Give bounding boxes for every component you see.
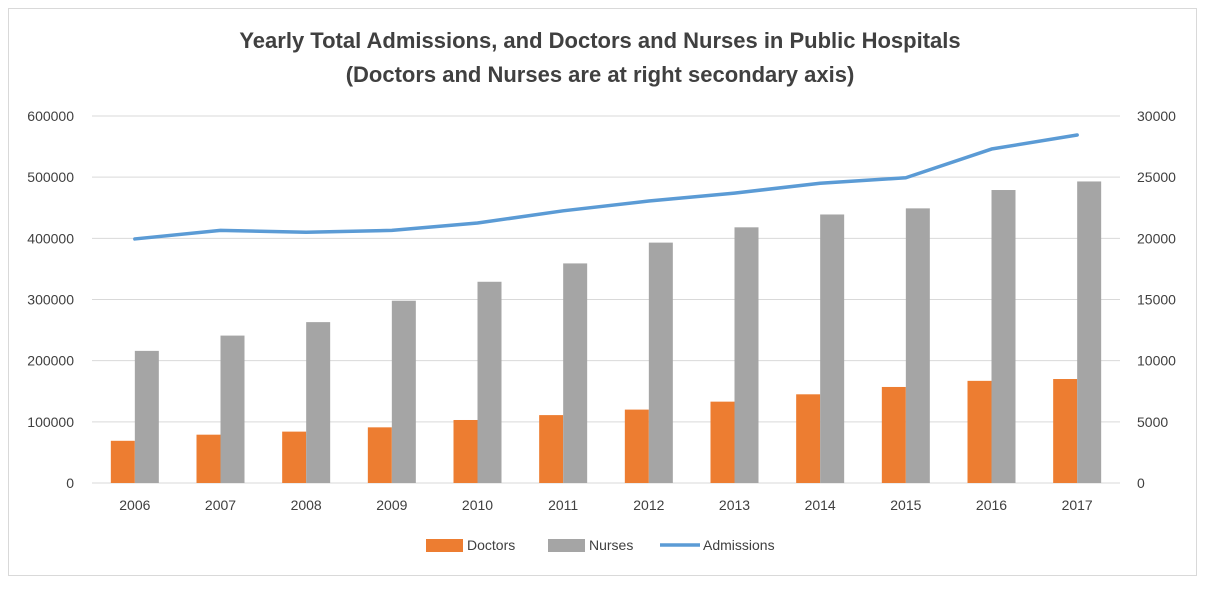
secondary-y-axis: 0 5000 10000 15000 20000 25000 30000 — [1137, 108, 1176, 491]
nurses-bar — [220, 335, 245, 483]
doctors-bar — [967, 380, 992, 483]
doctors-bar — [110, 440, 135, 483]
y-primary-tick-label: 0 — [66, 475, 74, 491]
y-primary-tick-label: 200000 — [27, 353, 74, 369]
x-tick-label: 2013 — [719, 497, 750, 513]
x-tick-label: 2007 — [205, 497, 236, 513]
y-secondary-tick-label: 0 — [1137, 475, 1145, 491]
doctors-bar — [881, 386, 906, 483]
x-tick-label: 2016 — [976, 497, 1007, 513]
x-tick-label: 2006 — [119, 497, 150, 513]
primary-y-axis: 0 100000 200000 300000 400000 500000 600000 — [27, 108, 74, 491]
nurses-bar — [563, 263, 588, 483]
y-secondary-tick-label: 15000 — [1137, 292, 1176, 308]
doctors-bar — [624, 409, 649, 483]
nurses-bar — [1077, 181, 1102, 483]
x-tick-label: 2014 — [805, 497, 836, 513]
x-tick-label: 2008 — [291, 497, 322, 513]
x-tick-label: 2011 — [548, 497, 578, 513]
nurses-bar — [648, 242, 673, 483]
nurses-bar — [820, 214, 845, 483]
y-primary-tick-label: 100000 — [27, 414, 74, 430]
nurses-bar — [306, 322, 331, 483]
y-secondary-tick-label: 5000 — [1137, 414, 1168, 430]
doctors-bar — [196, 434, 221, 483]
x-tick-label: 2009 — [376, 497, 407, 513]
admissions-line — [133, 133, 1079, 241]
x-tick-label: 2015 — [890, 497, 921, 513]
doctors-bar — [282, 431, 307, 483]
y-primary-tick-label: 500000 — [27, 169, 74, 185]
x-tick-label: 2010 — [462, 497, 493, 513]
doctors-bar — [367, 427, 392, 483]
y-primary-tick-label: 300000 — [27, 292, 74, 308]
y-secondary-tick-label: 30000 — [1137, 108, 1176, 124]
chart-subtitle: (Doctors and Nurses are at right seconda… — [346, 62, 855, 87]
x-axis: 2006 2007 2008 2009 2010 2011 2012 2013 2014 2015… — [119, 497, 1093, 513]
y-secondary-tick-label: 20000 — [1137, 230, 1176, 246]
y-primary-tick-label: 400000 — [27, 230, 74, 246]
nurses-bar — [134, 350, 159, 483]
doctors-bar — [453, 419, 478, 483]
admissions-line-series — [133, 133, 1079, 241]
doctors-bar — [539, 415, 564, 483]
legend-swatch-nurses — [548, 539, 585, 552]
nurses-bar — [905, 208, 930, 483]
y-primary-tick-label: 600000 — [27, 108, 74, 124]
x-tick-label: 2017 — [1062, 497, 1093, 513]
doctors-bar — [1053, 379, 1078, 483]
bar-series — [110, 181, 1102, 484]
y-secondary-tick-label: 25000 — [1137, 169, 1176, 185]
legend-label-admissions: Admissions — [703, 537, 775, 553]
legend-label-nurses: Nurses — [589, 537, 633, 553]
legend-label-doctors: Doctors — [467, 537, 515, 553]
nurses-bar — [477, 281, 502, 483]
legend: Doctors Nurses Admissions — [426, 537, 775, 553]
doctors-bar — [710, 401, 735, 483]
y-secondary-tick-label: 10000 — [1137, 353, 1176, 369]
legend-swatch-doctors — [426, 539, 463, 552]
chart-title: Yearly Total Admissions, and Doctors and… — [239, 28, 960, 53]
nurses-bar — [391, 300, 416, 483]
doctors-bar — [796, 394, 821, 483]
nurses-bar — [734, 227, 759, 483]
nurses-bar — [991, 190, 1016, 484]
x-tick-label: 2012 — [633, 497, 664, 513]
gridlines — [92, 115, 1120, 484]
